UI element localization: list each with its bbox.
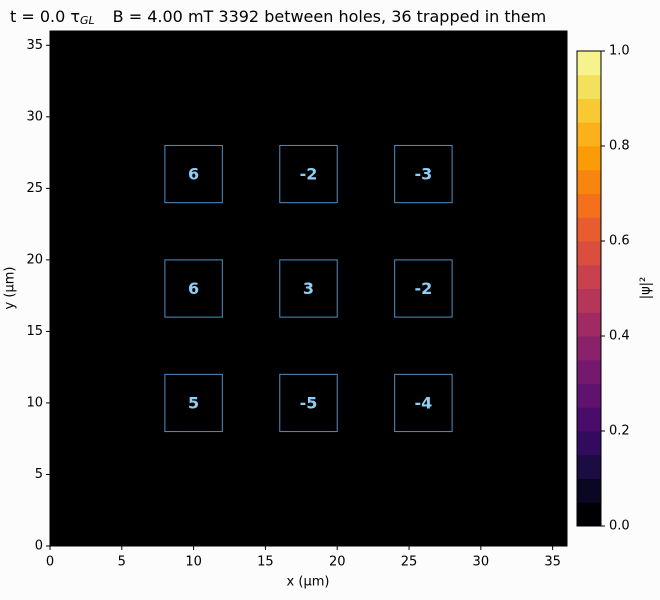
y-tick-label: 20 (26, 252, 43, 267)
colorbar-tick-label: 0.2 (609, 424, 630, 439)
colorbar-band (577, 264, 601, 289)
hole-label: 5 (188, 393, 199, 412)
colorbar-band (577, 336, 601, 361)
colorbar-band (577, 383, 601, 408)
hole-label: -5 (300, 393, 318, 412)
chart-title: t = 0.0 τGL B = 4.00 mT 3392 between hole… (10, 7, 546, 28)
hole (394, 373, 453, 433)
x-axis-label: x (µm) (287, 575, 330, 590)
x-tick-label: 25 (401, 555, 418, 570)
colorbar-frame (576, 50, 602, 527)
hole-label: 6 (188, 165, 199, 184)
title-subscript: GL (80, 14, 95, 27)
hole (279, 373, 338, 433)
x-tick-label: 10 (185, 555, 202, 570)
hole (394, 259, 453, 318)
y-tick-label: 5 (35, 467, 43, 482)
hole (164, 144, 223, 204)
colorbar-band (577, 478, 601, 503)
colorbar-band (577, 74, 601, 99)
hole (279, 259, 338, 318)
x-tick-label: 5 (118, 555, 126, 570)
y-tick-label: 35 (26, 38, 43, 53)
hole (279, 144, 338, 204)
hole (164, 373, 223, 433)
colorbar-band (577, 454, 601, 479)
hole-label: -4 (414, 393, 432, 412)
hole (394, 144, 453, 204)
colorbar-label: |ψ|² (639, 277, 654, 300)
colorbar-tick-label: 1.0 (609, 44, 630, 59)
y-tick-label: 0 (35, 539, 43, 554)
y-tick-label: 10 (26, 395, 43, 410)
colorbar-band (577, 217, 601, 242)
field (50, 31, 567, 546)
colorbar-band (577, 288, 601, 313)
colorbar-tick-label: 0.8 (609, 139, 630, 154)
colorbar-band (577, 98, 601, 123)
colorbar-band (577, 502, 601, 527)
y-tick-label: 25 (26, 181, 43, 196)
x-tick-label: 35 (544, 555, 561, 570)
title-rest: B = 4.00 mT 3392 between holes, 36 trapp… (113, 7, 547, 26)
plot-frame (49, 30, 568, 547)
colorbar-band (577, 312, 601, 337)
colorbar-tick-label: 0.4 (609, 329, 630, 344)
colorbar-band (577, 122, 601, 147)
hole (164, 259, 223, 318)
x-tick-label: 0 (46, 555, 54, 570)
colorbar-band (577, 169, 601, 194)
colorbar-band (577, 193, 601, 218)
hole-label: -3 (414, 165, 432, 184)
x-tick-label: 20 (329, 555, 346, 570)
hole-label: -2 (414, 279, 432, 298)
y-tick-label: 15 (26, 324, 43, 339)
colorbar-band (577, 431, 601, 456)
colorbar-band (577, 51, 601, 76)
colorbar-band (577, 146, 601, 171)
colorbar-band (577, 407, 601, 432)
colorbar-tick-label: 0.0 (609, 519, 630, 534)
x-tick-label: 30 (473, 555, 490, 570)
y-tick-label: 30 (26, 109, 43, 124)
y-axis-label: y (µm) (3, 267, 18, 310)
hole-label: -2 (300, 165, 318, 184)
hole-label: 6 (188, 279, 199, 298)
title-time: t = 0.0 τ (10, 7, 80, 26)
colorbar-band (577, 359, 601, 384)
hole-label: 3 (303, 279, 314, 298)
colorbar-tick-label: 0.6 (609, 234, 630, 249)
x-tick-label: 15 (257, 555, 274, 570)
colorbar-band (577, 241, 601, 266)
